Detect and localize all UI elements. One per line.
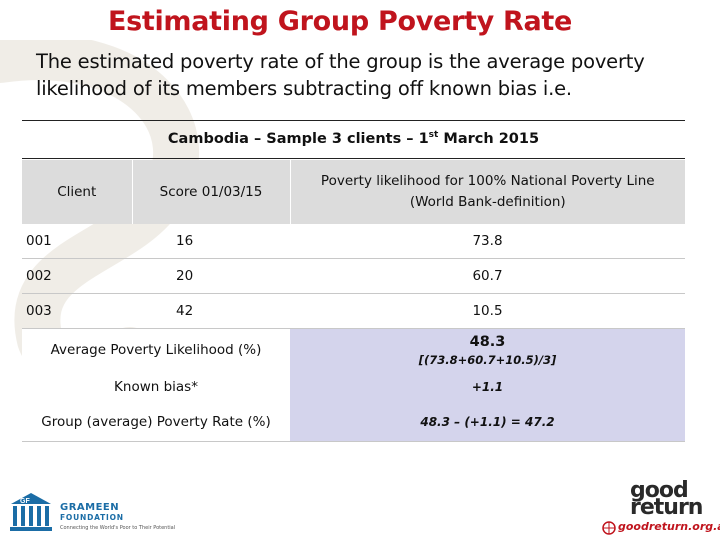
bias-value: +1.1 — [471, 380, 504, 394]
caption-divider — [22, 158, 685, 159]
header-likelihood: Poverty likelihood for 100% National Pov… — [290, 160, 685, 224]
average-formula: [(73.8+60.7+10.5)/3] — [418, 352, 557, 367]
average-row: Average Poverty Likelihood (%) 48.3 [(73… — [22, 328, 685, 371]
cell-score: 20 — [132, 258, 290, 294]
table-caption: Cambodia – Sample 3 clients – 1st March … — [22, 130, 685, 147]
goodreturn-logo: good return goodreturn.org.au — [600, 478, 720, 538]
group-rate-cell: 48.3 – (+1.1) = 47.2 — [290, 403, 685, 442]
group-rate-row: Group (average) Poverty Rate (%) 48.3 – … — [22, 403, 685, 442]
group-rate-label: Group (average) Poverty Rate (%) — [22, 403, 290, 442]
grameen-foundation-logo: GF GRAMEEN FOUNDATION Connecting the Wor… — [8, 490, 175, 536]
cell-score: 42 — [132, 293, 290, 329]
cell-client: 001 — [22, 224, 132, 259]
cell-likelihood: 60.7 — [290, 258, 685, 294]
grameen-name: GRAMEEN — [60, 502, 120, 513]
cell-likelihood: 73.8 — [290, 224, 685, 259]
average-label: Average Poverty Likelihood (%) — [22, 328, 290, 371]
slide-title: Estimating Group Poverty Rate — [107, 6, 573, 37]
table-row: 001 16 73.8 — [22, 224, 685, 259]
cell-likelihood: 10.5 — [290, 293, 685, 329]
group-rate-value: 48.3 – (+1.1) = 47.2 — [420, 415, 555, 429]
grameen-tagline: Connecting the World's Poor to Their Pot… — [60, 525, 176, 531]
caption-suffix: March 2015 — [438, 130, 540, 147]
goodreturn-url: goodreturn.org.au — [618, 520, 720, 533]
top-divider — [22, 120, 685, 121]
caption-sup: st — [428, 130, 439, 140]
bias-cell: +1.1 — [290, 371, 685, 403]
header-client: Client — [22, 160, 132, 224]
cell-client: 002 — [22, 258, 132, 294]
goodreturn-globe-icon — [602, 521, 616, 535]
goodreturn-line2: return — [630, 495, 703, 520]
header-likelihood-line1: Poverty likelihood for 100% National Pov… — [320, 173, 655, 189]
header-likelihood-line2: (World Bank-definition) — [409, 194, 566, 210]
grameen-mark: GF — [20, 498, 30, 505]
grameen-sub: FOUNDATION — [60, 513, 124, 522]
bias-label: Known bias* — [22, 371, 290, 403]
average-cell: 48.3 [(73.8+60.7+10.5)/3] — [290, 328, 685, 371]
table-header-row: Client Score 01/03/15 Poverty likelihood… — [22, 160, 685, 224]
grameen-building-icon: GF — [10, 493, 52, 531]
average-value: 48.3 — [469, 333, 506, 350]
header-score: Score 01/03/15 — [131, 160, 291, 224]
slide-intro: The estimated poverty rate of the group … — [36, 50, 645, 100]
cell-score: 16 — [132, 224, 290, 259]
goodreturn-line1: good — [630, 478, 689, 503]
table-row: 002 20 60.7 — [22, 258, 685, 294]
cell-client: 003 — [22, 293, 132, 329]
poverty-table: Client Score 01/03/15 Poverty likelihood… — [22, 160, 685, 442]
table-row: 003 42 10.5 — [22, 293, 685, 329]
bias-row: Known bias* +1.1 — [22, 371, 685, 403]
caption-prefix: Cambodia – Sample 3 clients – 1 — [167, 130, 429, 147]
